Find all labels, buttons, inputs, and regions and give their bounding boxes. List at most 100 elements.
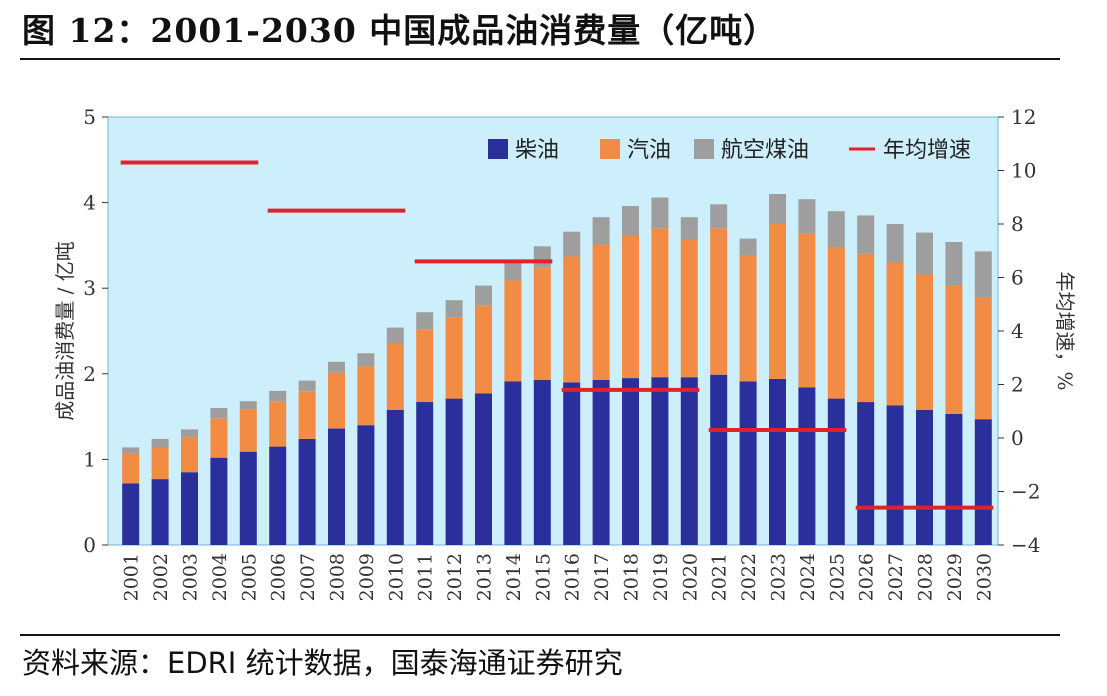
bar-diesel-2001 xyxy=(122,483,140,545)
bar-jet-fuel-2026 xyxy=(857,215,875,254)
y2-tick-label: −2 xyxy=(1011,480,1040,504)
bar-diesel-2018 xyxy=(622,378,639,545)
bar-jet-fuel-2015 xyxy=(533,246,551,268)
bar-diesel-2022 xyxy=(739,381,757,545)
bar-gasoline-2001 xyxy=(122,453,140,484)
bar-diesel-2027 xyxy=(886,405,904,545)
x-tick-label: 2026 xyxy=(856,553,878,601)
legend: 柴油 汽油 航空煤油 年均增速 xyxy=(488,138,971,163)
y2-tick-label: 4 xyxy=(1011,319,1024,343)
bar-diesel-2011 xyxy=(416,402,434,545)
y-tick-label: 1 xyxy=(83,447,96,471)
x-tick-label: 2021 xyxy=(709,553,731,601)
x-tick-label: 2020 xyxy=(679,553,701,601)
y-tick-label: 2 xyxy=(83,362,96,386)
x-tick-label: 2019 xyxy=(650,553,672,601)
y2-axis-title: 年均增速，% xyxy=(1053,271,1077,390)
bar-gasoline-2007 xyxy=(298,391,316,439)
bar-jet-fuel-2019 xyxy=(651,197,669,229)
bar-diesel-2028 xyxy=(916,409,933,545)
bar-jet-fuel-2018 xyxy=(622,206,639,236)
bar-jet-fuel-2030 xyxy=(974,251,992,298)
bar-gasoline-2029 xyxy=(945,285,963,414)
x-tick-label: 2016 xyxy=(562,553,584,601)
x-tick-label: 2024 xyxy=(797,553,819,601)
bar-jet-fuel-2023 xyxy=(769,194,786,224)
y-tick-label: 0 xyxy=(83,533,96,557)
y2-tick-label: 6 xyxy=(1011,266,1024,290)
source-note: 资料来源：EDRI 统计数据，国泰海通证券研究 xyxy=(22,646,623,680)
x-tick-label: 2009 xyxy=(356,553,378,601)
bar-jet-fuel-2029 xyxy=(945,242,963,286)
x-tick-label: 2012 xyxy=(444,553,466,601)
bar-gasoline-2018 xyxy=(622,236,639,379)
bar-diesel-2024 xyxy=(798,387,816,545)
bar-jet-fuel-2009 xyxy=(357,353,375,367)
y2-tick-label: 10 xyxy=(1011,159,1036,183)
x-tick-label: 2008 xyxy=(327,553,349,601)
x-tick-label: 2001 xyxy=(121,553,143,601)
bar-diesel-2015 xyxy=(533,379,551,545)
bar-jet-fuel-2016 xyxy=(563,231,581,257)
bar-diesel-2004 xyxy=(210,457,228,545)
bar-gasoline-2003 xyxy=(181,437,198,473)
bar-jet-fuel-2003 xyxy=(181,429,198,438)
bar-diesel-2023 xyxy=(769,378,786,545)
bar-jet-fuel-2025 xyxy=(827,211,845,248)
bar-gasoline-2015 xyxy=(533,267,551,380)
bar-jet-fuel-2014 xyxy=(504,260,522,281)
bar-jet-fuel-2012 xyxy=(445,300,463,318)
bar-gasoline-2027 xyxy=(886,262,904,406)
bar-diesel-2026 xyxy=(857,402,875,545)
x-tick-label: 2030 xyxy=(973,553,995,601)
x-tick-label: 2022 xyxy=(738,553,760,601)
bar-diesel-2021 xyxy=(710,374,728,545)
bar-diesel-2006 xyxy=(269,446,287,545)
bar-jet-fuel-2017 xyxy=(592,217,610,245)
title-rule xyxy=(20,58,1060,60)
bar-gasoline-2016 xyxy=(563,256,581,383)
bar-jet-fuel-2011 xyxy=(416,312,434,330)
y2-tick-label: 2 xyxy=(1011,373,1024,397)
x-tick-label: 2003 xyxy=(180,553,202,601)
x-tick-label: 2014 xyxy=(503,553,525,601)
x-tick-label: 2028 xyxy=(915,553,937,601)
bar-gasoline-2002 xyxy=(151,447,169,480)
bar-diesel-2008 xyxy=(328,428,345,545)
y-tick-label: 4 xyxy=(83,191,96,215)
legend-jet-fuel-swatch xyxy=(694,139,714,159)
bar-diesel-2013 xyxy=(475,393,492,545)
bar-gasoline-2021 xyxy=(710,228,728,375)
x-tick-label: 2017 xyxy=(591,553,613,601)
source-rule xyxy=(20,634,1060,636)
x-tick-label: 2027 xyxy=(885,553,907,601)
bar-gasoline-2005 xyxy=(239,409,257,452)
y2-tick-label: −4 xyxy=(1011,533,1040,557)
bar-gasoline-2004 xyxy=(210,418,228,458)
legend-gasoline-label: 汽油 xyxy=(627,138,671,163)
bar-diesel-2030 xyxy=(974,419,992,545)
y2-tick-label: 8 xyxy=(1011,212,1024,236)
bar-jet-fuel-2024 xyxy=(798,199,816,234)
bar-diesel-2010 xyxy=(386,409,404,545)
bar-diesel-2003 xyxy=(181,472,198,545)
x-tick-label: 2013 xyxy=(474,553,496,601)
bar-jet-fuel-2006 xyxy=(269,390,287,402)
y2-tick-label: 12 xyxy=(1011,105,1036,129)
bar-jet-fuel-2005 xyxy=(239,401,257,410)
bar-diesel-2020 xyxy=(680,377,698,545)
bar-diesel-2029 xyxy=(945,414,963,545)
x-tick-label: 2010 xyxy=(385,553,407,601)
bar-gasoline-2010 xyxy=(386,343,404,410)
bar-diesel-2012 xyxy=(445,398,463,545)
legend-growth-label: 年均增速 xyxy=(883,138,971,163)
bar-jet-fuel-2010 xyxy=(386,327,404,343)
bar-jet-fuel-2002 xyxy=(151,438,169,448)
x-tick-label: 2018 xyxy=(621,553,643,601)
bar-diesel-2014 xyxy=(504,381,522,545)
bar-gasoline-2020 xyxy=(680,239,698,378)
bar-jet-fuel-2028 xyxy=(916,232,933,275)
x-tick-label: 2023 xyxy=(768,553,790,601)
bar-jet-fuel-2021 xyxy=(710,204,728,229)
bar-diesel-2009 xyxy=(357,425,375,545)
